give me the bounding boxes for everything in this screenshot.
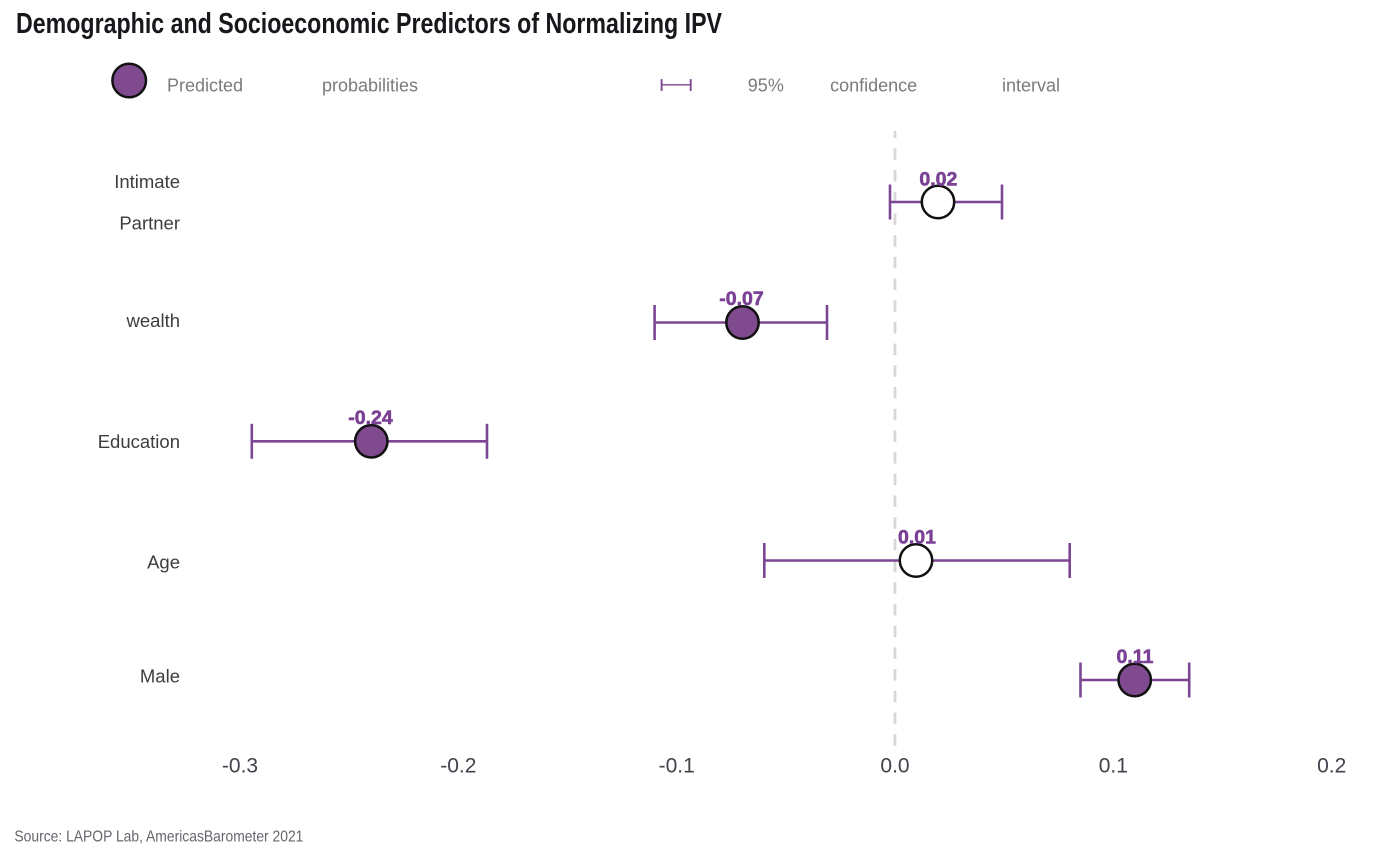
svg-text:0.01: 0.01: [898, 527, 936, 549]
svg-text:0.2: 0.2: [1317, 755, 1346, 778]
svg-text:Partner: Partner: [119, 212, 180, 233]
svg-text:-0.2: -0.2: [440, 755, 476, 778]
svg-text:probabilities: probabilities: [322, 76, 418, 96]
svg-text:95%: 95%: [748, 76, 784, 96]
svg-text:-0.07: -0.07: [719, 288, 763, 310]
svg-text:Demographic and Socioeconomic: Demographic and Socioeconomic Predictors…: [16, 8, 723, 40]
svg-text:0.11: 0.11: [1117, 646, 1154, 668]
svg-text:Predicted: Predicted: [167, 76, 243, 96]
svg-text:0.02: 0.02: [919, 169, 957, 191]
svg-text:-0.24: -0.24: [348, 407, 393, 429]
svg-text:interval: interval: [1002, 76, 1060, 96]
svg-text:Age: Age: [147, 552, 180, 573]
svg-text:Male: Male: [140, 666, 180, 687]
svg-text:0.1: 0.1: [1099, 755, 1128, 778]
svg-text:0.0: 0.0: [880, 755, 909, 778]
svg-text:Education: Education: [98, 431, 180, 452]
svg-text:Source: LAPOP Lab, AmericasBar: Source: LAPOP Lab, AmericasBarometer 202…: [14, 828, 303, 845]
svg-text:wealth: wealth: [126, 310, 180, 331]
svg-text:confidence: confidence: [830, 76, 917, 96]
svg-text:-0.3: -0.3: [222, 755, 258, 778]
svg-text:-0.1: -0.1: [659, 755, 695, 778]
svg-text:Intimate: Intimate: [114, 171, 180, 192]
